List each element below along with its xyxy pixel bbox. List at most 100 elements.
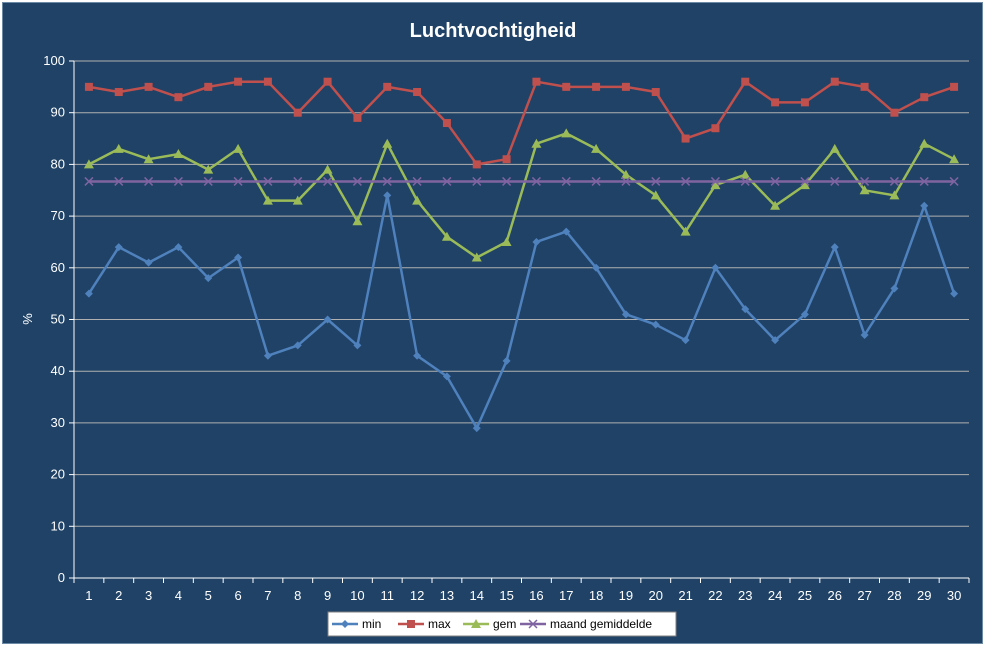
data-point-max xyxy=(144,82,153,91)
legend-label: gem xyxy=(493,617,516,631)
data-point-maand-gemiddelde xyxy=(472,176,482,186)
data-point-maand-gemiddelde xyxy=(740,176,750,186)
data-point-min xyxy=(920,201,929,210)
x-axis-ticks: 1 2 3 4 5 6 7 8 9 10 11 12 13 14 15 16 17 18 19 20 21 22 23 24 2… xyxy=(73,578,970,603)
legend-label: maand gemiddelde xyxy=(550,617,652,631)
data-point-maand-gemiddelde xyxy=(233,176,243,186)
legend-marker xyxy=(407,620,415,628)
legend-marker xyxy=(341,620,349,628)
data-point-min xyxy=(592,263,601,272)
data-point-gem xyxy=(412,195,423,205)
data-point-maand-gemiddelde xyxy=(144,176,154,186)
legend-box xyxy=(327,611,677,637)
data-point-min xyxy=(442,372,451,381)
legend-item-gem: gem xyxy=(463,617,516,631)
data-point-min xyxy=(472,424,481,433)
data-point-min xyxy=(263,351,272,360)
data-point-max xyxy=(532,77,541,86)
x-tick-label: 11 xyxy=(381,588,395,603)
data-point-maand-gemiddelde xyxy=(412,176,422,186)
series-max xyxy=(84,77,959,169)
data-point-maand-gemiddelde xyxy=(203,176,213,186)
data-point-max xyxy=(950,82,959,91)
data-point-maand-gemiddelde xyxy=(889,176,899,186)
legend-item-min: min xyxy=(332,617,381,631)
data-point-gem xyxy=(143,154,154,164)
data-point-gem xyxy=(173,149,184,159)
data-point-min xyxy=(502,356,511,365)
x-tick-label: 2 xyxy=(115,588,122,603)
data-point-maand-gemiddelde xyxy=(681,176,691,186)
x-tick-label: 18 xyxy=(589,588,603,603)
data-point-maand-gemiddelde xyxy=(800,176,810,186)
data-point-min xyxy=(711,263,720,272)
data-point-maand-gemiddelde xyxy=(949,176,959,186)
data-point-gem xyxy=(710,180,721,190)
data-point-gem xyxy=(262,195,273,205)
x-tick-label: 13 xyxy=(440,588,454,603)
y-tick-label: 70 xyxy=(51,208,65,223)
legend-item-maand-gemiddelde: maand gemiddelde xyxy=(520,617,652,631)
legend-label: max xyxy=(428,617,451,631)
data-point-gem xyxy=(113,143,124,153)
data-point-max xyxy=(771,98,780,107)
data-point-gem xyxy=(203,164,214,174)
x-tick-label: 8 xyxy=(294,588,301,603)
data-point-maand-gemiddelde xyxy=(442,176,452,186)
data-point-min xyxy=(174,243,183,252)
series-line-max xyxy=(88,80,955,166)
y-tick-label: 60 xyxy=(51,260,65,275)
y-tick-label: 10 xyxy=(51,518,65,533)
data-point-gem xyxy=(829,143,840,153)
data-point-max xyxy=(204,82,213,91)
data-point-gem xyxy=(680,226,691,236)
y-tick-label: 0 xyxy=(58,570,65,585)
data-point-min xyxy=(383,191,392,200)
legend-marker xyxy=(528,619,538,629)
x-tick-label: 24 xyxy=(768,588,782,603)
x-tick-label: 14 xyxy=(470,588,484,603)
data-point-maand-gemiddelde xyxy=(531,176,541,186)
x-tick-label: 22 xyxy=(708,588,722,603)
data-point-maand-gemiddelde xyxy=(502,176,512,186)
data-point-min xyxy=(860,331,869,340)
data-point-max xyxy=(592,82,601,91)
data-point-gem xyxy=(83,159,94,169)
data-point-gem xyxy=(531,138,542,148)
x-tick-label: 26 xyxy=(828,588,842,603)
legend-label: min xyxy=(362,617,381,631)
x-tick-label: 17 xyxy=(559,588,573,603)
data-point-min xyxy=(890,284,899,293)
data-point-maand-gemiddelde xyxy=(621,176,631,186)
y-tick-label: 80 xyxy=(51,156,65,171)
data-point-min xyxy=(950,289,959,298)
series-min xyxy=(84,191,959,433)
data-point-gem xyxy=(859,185,870,195)
data-point-max xyxy=(621,82,630,91)
data-point-max xyxy=(472,160,481,169)
data-point-max xyxy=(263,77,272,86)
data-point-min xyxy=(532,237,541,246)
x-tick-label: 5 xyxy=(205,588,212,603)
data-point-min xyxy=(562,227,571,236)
data-point-min xyxy=(800,310,809,319)
y-tick-label: 100 xyxy=(43,53,65,68)
x-tick-label: 29 xyxy=(917,588,931,603)
data-point-gem xyxy=(650,190,661,200)
data-point-min xyxy=(651,320,660,329)
data-point-max xyxy=(383,82,392,91)
data-point-maand-gemiddelde xyxy=(173,176,183,186)
data-point-min xyxy=(144,258,153,267)
data-point-max xyxy=(562,82,571,91)
y-axis-label: % xyxy=(20,313,35,325)
data-point-gem xyxy=(233,143,244,153)
y-tick-label: 50 xyxy=(51,312,65,327)
data-point-maand-gemiddelde xyxy=(561,176,571,186)
series-line-gem xyxy=(88,132,955,259)
data-point-maand-gemiddelde xyxy=(263,176,273,186)
y-axis-ticks: 0 10 20 30 40 50 60 70 80 90 100 xyxy=(43,53,74,585)
data-point-gem xyxy=(740,169,751,179)
data-point-maand-gemiddelde xyxy=(651,176,661,186)
data-point-gem xyxy=(591,143,602,153)
